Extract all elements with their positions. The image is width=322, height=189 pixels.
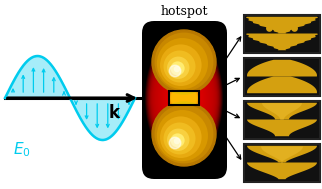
Polygon shape [262, 103, 302, 120]
Polygon shape [247, 103, 317, 119]
Polygon shape [247, 77, 317, 93]
Ellipse shape [164, 64, 204, 132]
Ellipse shape [163, 62, 205, 134]
Ellipse shape [150, 40, 218, 156]
Polygon shape [261, 146, 303, 163]
Ellipse shape [161, 59, 206, 137]
Circle shape [266, 25, 273, 32]
Circle shape [160, 116, 202, 158]
Text: $\mathbf{k}$: $\mathbf{k}$ [108, 104, 122, 122]
Ellipse shape [175, 91, 193, 105]
Ellipse shape [160, 57, 208, 139]
Circle shape [157, 110, 208, 161]
Circle shape [171, 133, 185, 147]
Ellipse shape [163, 61, 205, 135]
Ellipse shape [176, 92, 192, 104]
Circle shape [167, 129, 189, 151]
Ellipse shape [154, 46, 214, 150]
Polygon shape [247, 119, 317, 136]
Ellipse shape [147, 35, 221, 161]
Ellipse shape [166, 67, 202, 129]
Ellipse shape [151, 41, 217, 155]
Bar [169, 91, 199, 105]
Ellipse shape [171, 88, 197, 108]
Ellipse shape [150, 39, 218, 157]
Ellipse shape [174, 90, 194, 106]
Ellipse shape [153, 45, 215, 151]
Ellipse shape [159, 56, 209, 141]
Circle shape [279, 25, 285, 32]
Ellipse shape [152, 43, 216, 153]
Circle shape [291, 35, 298, 42]
Ellipse shape [175, 91, 193, 105]
Ellipse shape [174, 90, 194, 106]
Ellipse shape [148, 36, 220, 160]
Circle shape [174, 66, 180, 72]
Circle shape [169, 137, 181, 149]
Ellipse shape [162, 60, 206, 136]
Ellipse shape [177, 92, 191, 104]
Circle shape [164, 50, 195, 82]
Bar [244, 143, 320, 181]
Ellipse shape [148, 36, 220, 160]
Ellipse shape [152, 42, 216, 154]
Bar [244, 57, 320, 95]
Ellipse shape [170, 87, 198, 109]
Ellipse shape [146, 32, 223, 164]
Ellipse shape [171, 88, 197, 108]
Ellipse shape [155, 48, 213, 148]
Ellipse shape [149, 37, 219, 159]
Circle shape [291, 25, 298, 32]
Circle shape [279, 35, 285, 42]
Ellipse shape [160, 57, 208, 140]
Ellipse shape [157, 53, 210, 143]
Circle shape [152, 102, 216, 166]
Circle shape [167, 57, 189, 79]
Ellipse shape [164, 63, 204, 133]
Ellipse shape [161, 58, 207, 138]
Polygon shape [247, 146, 317, 163]
Ellipse shape [149, 38, 219, 158]
Bar [244, 15, 320, 53]
Ellipse shape [178, 93, 190, 103]
Ellipse shape [156, 49, 213, 147]
Ellipse shape [147, 34, 222, 162]
Circle shape [169, 65, 181, 77]
Polygon shape [247, 60, 317, 77]
Circle shape [155, 33, 213, 91]
Ellipse shape [166, 68, 202, 128]
Circle shape [171, 61, 185, 75]
Ellipse shape [156, 50, 212, 146]
Circle shape [174, 138, 180, 144]
Text: $E_0$: $E_0$ [13, 141, 31, 159]
Ellipse shape [158, 53, 210, 143]
Circle shape [164, 122, 195, 154]
Circle shape [160, 44, 202, 86]
Circle shape [152, 30, 216, 94]
Ellipse shape [173, 89, 195, 107]
Ellipse shape [154, 47, 214, 149]
Circle shape [155, 105, 213, 163]
Ellipse shape [178, 94, 190, 102]
Polygon shape [246, 33, 318, 50]
Bar [244, 101, 320, 139]
Circle shape [266, 35, 273, 42]
Ellipse shape [153, 44, 215, 152]
Ellipse shape [165, 65, 203, 131]
Ellipse shape [145, 31, 223, 165]
Polygon shape [246, 17, 318, 33]
Ellipse shape [159, 54, 209, 142]
Ellipse shape [165, 66, 203, 130]
Ellipse shape [157, 52, 211, 144]
Circle shape [157, 38, 208, 89]
Bar [169, 91, 199, 105]
Text: hotspot: hotspot [160, 5, 208, 19]
Polygon shape [247, 163, 317, 179]
Ellipse shape [156, 51, 212, 145]
FancyBboxPatch shape [142, 21, 227, 179]
Ellipse shape [146, 33, 222, 163]
Ellipse shape [172, 89, 196, 107]
